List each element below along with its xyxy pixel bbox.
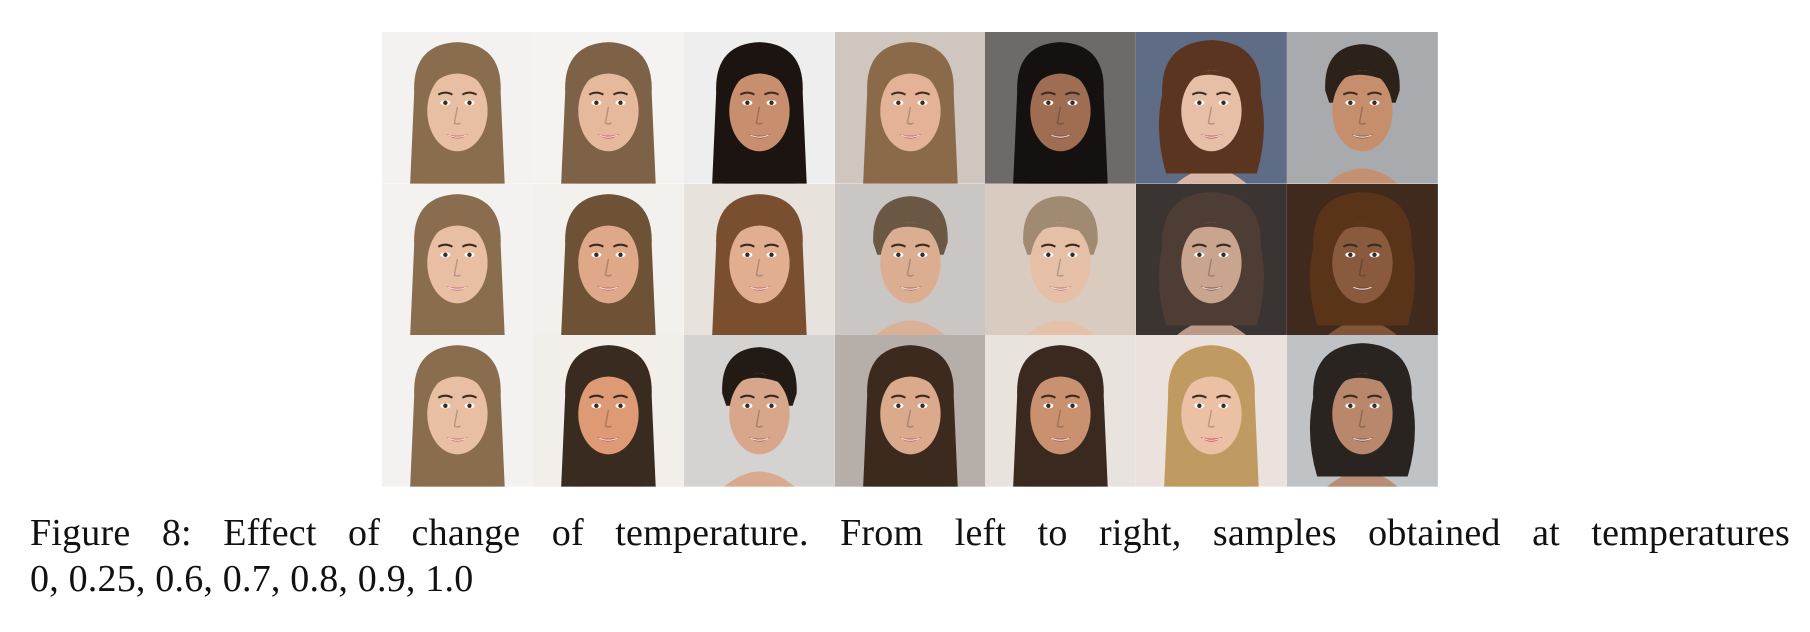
face-image: [1136, 335, 1288, 487]
sample-face-r1-c4: [834, 32, 986, 184]
caption-line-2: 0, 0.25, 0.6, 0.7, 0.8, 0.9, 1.0: [30, 558, 474, 600]
sample-face-r1-c7: [1287, 32, 1438, 184]
sample-face-r3-c6: [1136, 335, 1288, 487]
face-image: [1287, 335, 1438, 487]
sample-face-r2-c2: [532, 183, 684, 336]
face-image: [683, 335, 835, 487]
sample-face-r1-c1: [382, 32, 533, 184]
face-image: [1287, 32, 1438, 184]
sample-face-r1-c5: [985, 32, 1137, 184]
sample-face-r2-c4: [834, 183, 986, 336]
figure-caption: Figure 8: Effect of change of temperatur…: [30, 510, 1790, 602]
face-image: [834, 32, 986, 184]
sample-face-r2-c6: [1136, 183, 1288, 336]
face-image: [532, 183, 684, 336]
sample-face-r2-c5: [985, 183, 1137, 336]
temperature-sample-grid: [382, 32, 1438, 487]
face-image: [382, 183, 533, 336]
sample-face-r3-c2: [532, 335, 684, 487]
caption-line-1: Figure 8: Effect of change of temperatur…: [30, 512, 1790, 554]
face-image: [985, 335, 1137, 487]
sample-face-r3-c3: [683, 335, 835, 487]
face-image: [834, 183, 986, 336]
face-image: [1287, 183, 1438, 336]
face-image: [985, 183, 1137, 336]
face-image: [532, 32, 684, 184]
face-image: [985, 32, 1137, 184]
face-image: [382, 32, 533, 184]
sample-face-r3-c4: [834, 335, 986, 487]
face-image: [683, 183, 835, 336]
sample-face-r2-c1: [382, 183, 533, 336]
face-image: [834, 335, 986, 487]
face-image: [1136, 32, 1288, 184]
face-image: [382, 335, 533, 487]
sample-face-r2-c3: [683, 183, 835, 336]
sample-face-r3-c1: [382, 335, 533, 487]
sample-face-r3-c5: [985, 335, 1137, 487]
sample-face-r2-c7: [1287, 183, 1438, 336]
sample-face-r1-c3: [683, 32, 835, 184]
sample-face-r1-c2: [532, 32, 684, 184]
sample-face-r3-c7: [1287, 335, 1438, 487]
face-image: [532, 335, 684, 487]
face-image: [1136, 183, 1288, 336]
face-image: [683, 32, 835, 184]
sample-face-r1-c6: [1136, 32, 1288, 184]
